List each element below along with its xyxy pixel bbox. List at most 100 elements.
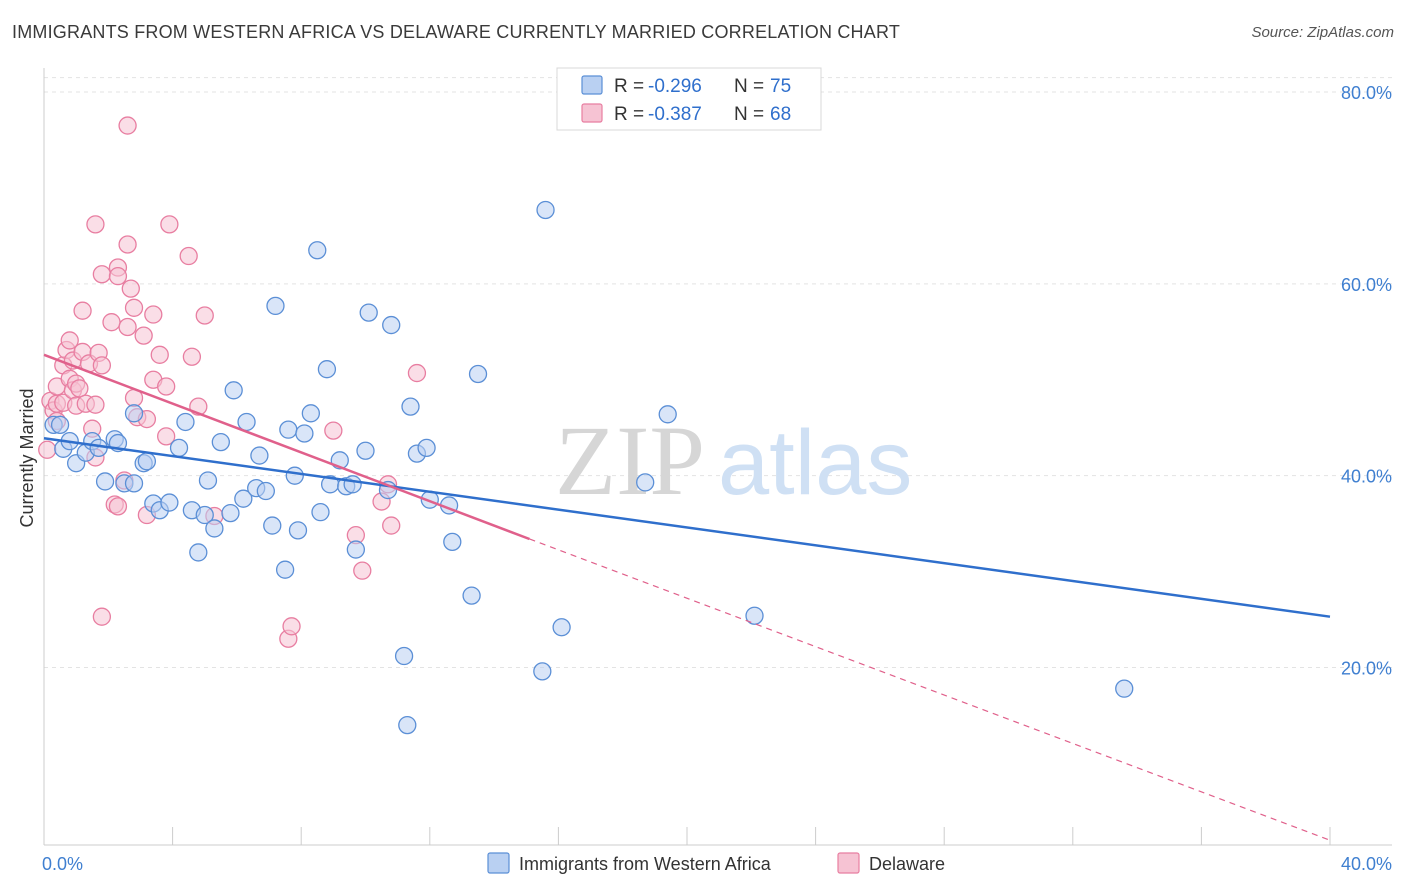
watermark: ZIP atlas [555, 405, 912, 516]
delaware-trend-extension [529, 538, 1331, 841]
western-africa-point [279, 420, 298, 439]
delaware-point [92, 607, 112, 626]
delaware-point [118, 235, 137, 254]
western-africa-point [301, 404, 320, 423]
series-legend: Immigrants from Western Africa Delaware [487, 852, 945, 874]
western-africa-point [317, 360, 337, 379]
western-africa-point [394, 646, 414, 666]
western-africa-point [468, 364, 488, 384]
delaware-point [124, 298, 144, 317]
delaware-point [182, 347, 202, 366]
delaware-point [353, 561, 372, 580]
y-tick-label: 80.0% [1341, 83, 1392, 103]
western-africa-point [443, 532, 462, 552]
x-tick-label: 0.0% [42, 854, 83, 874]
western-africa-point [382, 315, 401, 335]
chart-title: IMMIGRANTS FROM WESTERN AFRICA VS DELAWA… [12, 22, 901, 42]
western-africa-point [417, 438, 436, 458]
western-africa-point [221, 503, 240, 523]
western-africa-point [263, 516, 282, 535]
delaware-point [118, 317, 137, 337]
legend: R = -0.296 N = 75 R = -0.387 N = 68 [556, 67, 822, 131]
western-africa-point [536, 200, 555, 220]
delaware-point [157, 427, 176, 446]
western-africa-point [266, 296, 285, 316]
western-africa-point [195, 505, 214, 525]
western-africa-point [137, 452, 157, 471]
western-africa-point [356, 441, 375, 460]
y-axis-label: Currently Married [17, 388, 37, 527]
legend-r-label-2: R = [614, 104, 644, 125]
x-axis-tick-labels: 0.0% 40.0% [42, 854, 1392, 874]
western-africa-point [359, 303, 378, 322]
delaware-point [118, 116, 137, 135]
western-africa-point [237, 412, 256, 432]
western-africa-point [250, 446, 269, 465]
x-axis-ticks [43, 827, 1331, 845]
series-swatch-delaware [837, 852, 860, 874]
western-africa-point [636, 473, 655, 492]
delaware-point [121, 279, 140, 298]
y-tick-label: 40.0% [1341, 467, 1392, 487]
delaware-point [382, 516, 401, 535]
western-africa-point [401, 397, 420, 416]
delaware-point [86, 215, 105, 234]
legend-swatch-western-africa [581, 75, 603, 95]
western-africa-point [169, 438, 189, 458]
delaware-point [102, 313, 121, 332]
delaware-point [179, 246, 198, 266]
delaware-point [195, 306, 214, 325]
delaware-point [160, 215, 179, 234]
western-africa-point [552, 618, 571, 637]
source-credit: Source: ZipAtlas.com [1251, 24, 1394, 41]
delaware-point [157, 377, 176, 396]
delaware-point [282, 617, 301, 636]
y-tick-label: 20.0% [1341, 659, 1392, 679]
western-africa-point [205, 519, 224, 538]
legend-r-value-2: -0.387 [648, 104, 702, 125]
delaware-point [150, 345, 169, 364]
western-africa-point [234, 489, 253, 508]
western-africa-point [658, 405, 677, 424]
delaware-point [108, 267, 128, 286]
delaware-trend-line [43, 353, 530, 541]
western-africa-point [308, 241, 327, 260]
western-africa-point [343, 475, 362, 494]
western-africa-point [462, 586, 481, 605]
delaware-point [324, 421, 343, 440]
legend-swatch-delaware [581, 103, 603, 123]
western-africa-point [295, 424, 314, 443]
x-tick-label: 40.0% [1341, 854, 1392, 874]
delaware-point [108, 497, 128, 516]
western-africa-point [346, 540, 366, 559]
western-africa-point [189, 543, 208, 562]
western-africa-point [285, 466, 304, 485]
western-africa-point [160, 493, 179, 512]
western-africa-point [275, 560, 295, 579]
delaware-point [86, 395, 105, 414]
delaware-point [60, 331, 79, 350]
western-africa-point [224, 381, 243, 400]
legend-n-label-2: N = [734, 104, 764, 125]
western-africa-point [1115, 679, 1134, 698]
gridlines [44, 77, 1392, 669]
watermark-atlas: atlas [718, 412, 912, 514]
western-africa-point [198, 471, 218, 490]
trend-lines [43, 353, 1331, 841]
legend-r-value-1: -0.296 [648, 76, 702, 97]
delaware-point [92, 356, 112, 375]
legend-n-value-1: 75 [770, 76, 791, 97]
y-axis-tick-labels: 20.0% 40.0% 60.0% 80.0% [1341, 83, 1392, 679]
y-tick-label: 60.0% [1341, 275, 1392, 295]
western-africa-point [124, 474, 144, 493]
western-africa-point [176, 412, 195, 432]
western-africa-point [745, 606, 764, 625]
legend-n-label-1: N = [734, 76, 764, 97]
delaware-point [144, 305, 163, 324]
watermark-zip: ZIP [555, 405, 705, 516]
western-africa-point [288, 521, 308, 540]
western-africa-trend-line [43, 437, 1331, 618]
series-swatch-western-africa [487, 852, 510, 874]
western-africa-point [256, 481, 275, 501]
